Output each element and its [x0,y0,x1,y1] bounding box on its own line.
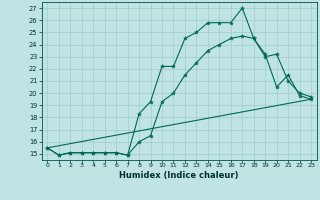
X-axis label: Humidex (Indice chaleur): Humidex (Indice chaleur) [119,171,239,180]
